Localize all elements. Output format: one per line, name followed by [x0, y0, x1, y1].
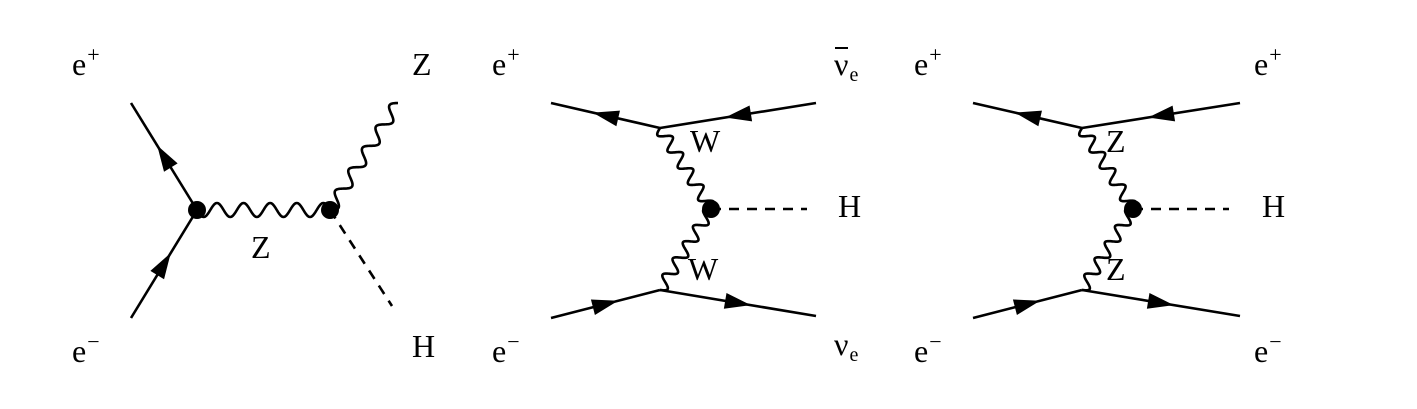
d2-vertex-higgs: [702, 200, 720, 218]
d2-positron-in-label: e+: [492, 42, 520, 82]
d3-z-top-label: Z: [1106, 123, 1126, 159]
d1-electron-in-arrow: [150, 252, 171, 280]
d2-higgs-label: H: [838, 188, 862, 224]
d1-positron-in-arrow: [157, 145, 178, 172]
d1-vertex-left: [188, 201, 206, 219]
d2-w-bottom-label: W: [688, 251, 719, 287]
d1-positron-in-label: e+: [72, 42, 100, 82]
d3-z-top: [1077, 127, 1138, 210]
d2-w-bottom: [659, 207, 712, 292]
d3-electron-out-arrow: [1146, 292, 1174, 309]
d3-positron-in-label: e+: [914, 42, 942, 82]
d1-z-out: [329, 101, 399, 212]
d3-higgs-label: H: [1262, 188, 1286, 224]
d1-z-propagator: [195, 201, 332, 219]
d3-electron-in-label: e−: [914, 329, 942, 369]
d1-electron-in-label: e−: [72, 329, 100, 369]
d2-electron-in-arrow: [590, 299, 619, 315]
d3-vertex-higgs: [1124, 200, 1142, 218]
d2-electron-in-label: e−: [492, 329, 520, 369]
d1-z-propagator-label: Z: [251, 229, 271, 265]
d2-antineutrino-out-arrow: [725, 105, 753, 122]
d1-higgs-out-label: H: [412, 328, 436, 364]
d2-neutrino-out-arrow: [723, 292, 751, 309]
d1-vertex-right: [321, 201, 339, 219]
d1-higgs-out: [328, 209, 394, 307]
d3-electron-in-arrow: [1012, 299, 1041, 315]
d2-positron-in-arrow: [592, 110, 620, 127]
d3-positron-in-arrow: [1014, 110, 1042, 127]
d3-z-bottom: [1081, 207, 1134, 292]
d2-neutrino-out-label: νe: [834, 326, 859, 366]
d2-antineutrino-out-label: νe: [834, 46, 859, 86]
d2-w-top-label: W: [690, 123, 721, 159]
d1-z-out-label: Z: [412, 46, 432, 82]
d3-positron-out-arrow: [1148, 105, 1176, 122]
d3-z-bottom-label: Z: [1106, 251, 1126, 287]
d2-w-top: [655, 127, 716, 210]
d3-positron-out-label: e+: [1254, 42, 1282, 82]
d3-electron-out-label: e−: [1254, 329, 1282, 369]
